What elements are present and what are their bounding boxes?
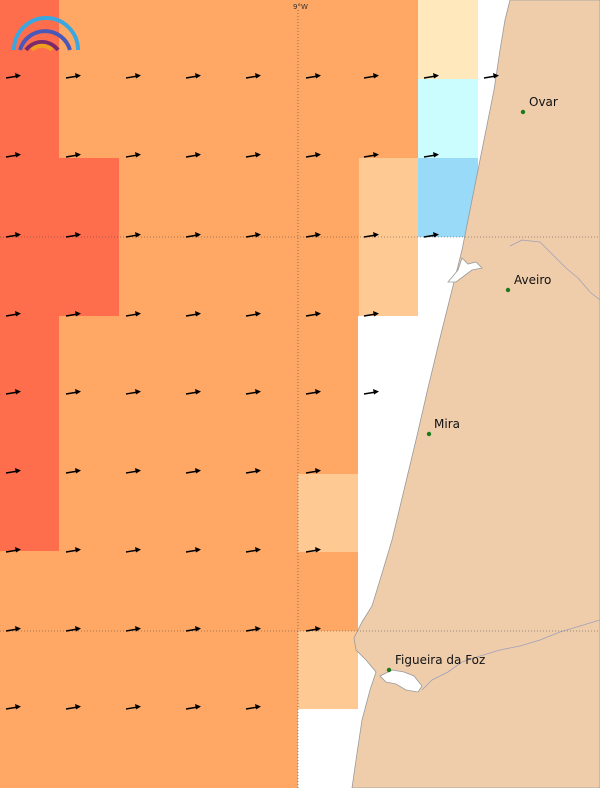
wave-arrow-icon [305,232,321,238]
wave-arrow-icon [423,152,439,158]
city-label: Figueira da Foz [395,653,485,667]
wave-arrow-icon [125,311,141,317]
wave-arrow-icon [185,547,201,553]
wave-arrow-icon [65,704,81,710]
wave-arrow-icon [125,547,141,553]
grid-cell [418,79,478,158]
grid-cell [59,0,418,158]
river-mondego [421,619,600,691]
wave-arrow-icon [65,626,81,632]
grid-cell [0,631,298,788]
wave-arrow-icon [5,626,21,632]
coastline-land [351,0,600,788]
wave-direction-arrows [5,73,499,710]
wave-arrow-icon [125,626,141,632]
wave-arrow-icon [245,311,261,317]
wave-arrow-icon [185,468,201,474]
wave-arrow-icon [423,73,439,79]
grid-cell [298,474,358,552]
wave-arrow-icon [363,232,379,238]
wave-arrow-icon [65,468,81,474]
wave-arrow-icon [125,468,141,474]
city-figueira-da-foz[interactable]: Figueira da Foz [386,653,486,673]
figueira-estuary [379,669,423,693]
wave-arrow-icon [5,152,21,158]
wave-arrow-icon [363,73,379,79]
wave-arrow-icon [245,626,261,632]
wave-arrow-icon [5,73,21,79]
lat-lon-gridlines [0,10,600,788]
wave-arrow-icon [125,152,141,158]
wave-arrow-icon [5,704,21,710]
rainbow-logo-icon [12,16,80,52]
city-markers: Ovar Aveiro Mira Figueira da Foz [386,95,558,673]
wave-arrow-icon [5,468,21,474]
grid-cell [298,631,358,709]
city-label: Ovar [529,95,558,109]
wave-arrow-icon [65,547,81,553]
grid-cell [59,316,358,474]
wave-arrow-icon [483,73,499,79]
city-mira[interactable]: Mira [426,417,460,437]
wave-arrow-icon [245,232,261,238]
wave-arrow-icon [245,152,261,158]
wave-arrow-icon [125,73,141,79]
wave-arrow-icon [245,73,261,79]
city-dot-icon [505,287,511,293]
wave-arrow-icon [185,73,201,79]
river-vouga [509,239,600,301]
wave-arrow-icon [65,311,81,317]
wave-arrow-icon [5,311,21,317]
aveiro-lagoon [447,257,483,283]
wave-arrow-icon [305,547,321,553]
city-dot-icon [386,667,392,673]
city-label: Mira [434,417,460,431]
wave-arrow-icon [185,152,201,158]
wave-arrow-icon [363,152,379,158]
longitude-label: 9°W [293,3,308,11]
wave-arrow-icon [423,232,439,238]
wave-arrow-icon [363,389,379,395]
wave-arrow-icon [305,311,321,317]
colored-grid-cells [0,0,478,788]
city-label: Aveiro [514,273,551,287]
wave-arrow-icon [245,468,261,474]
wave-arrow-icon [305,73,321,79]
city-aveiro[interactable]: Aveiro [505,273,552,293]
wave-arrow-icon [185,389,201,395]
land-area [351,0,600,788]
wave-arrow-icon [245,389,261,395]
city-dot-icon [520,109,526,115]
wave-arrow-icon [65,389,81,395]
wave-arrow-icon [125,232,141,238]
wave-arrow-icon [245,704,261,710]
wave-arrow-icon [125,389,141,395]
wave-arrow-icon [363,311,379,317]
city-ovar[interactable]: Ovar [520,95,558,115]
grid-cell [0,551,358,631]
wave-arrow-icon [305,626,321,632]
wave-arrow-icon [185,311,201,317]
grid-cell [0,0,59,551]
grid-cell [59,474,299,554]
grid-cell [418,0,478,79]
wave-arrow-icon [245,547,261,553]
grid-cell [119,158,359,316]
wave-arrow-icon [5,547,21,553]
wave-arrow-icon [5,232,21,238]
wave-arrow-icon [305,389,321,395]
wave-arrow-icon [185,704,201,710]
wave-arrow-icon [65,232,81,238]
wave-arrow-icon [65,73,81,79]
wave-arrow-icon [5,389,21,395]
city-dot-icon [426,431,432,437]
wave-arrow-icon [305,152,321,158]
wave-arrow-icon [125,704,141,710]
wave-arrow-icon [185,626,201,632]
wave-arrow-icon [65,152,81,158]
wave-arrow-icon [305,468,321,474]
wave-arrow-icon [185,232,201,238]
